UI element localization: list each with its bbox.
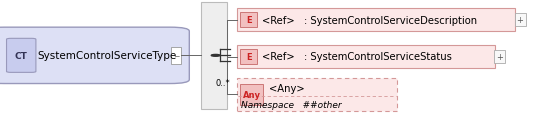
Bar [237,9,515,32]
Text: Any: Any [243,90,261,99]
Bar [237,46,495,68]
Text: <Ref>   : SystemControlServiceDescription: <Ref> : SystemControlServiceDescription [262,16,477,25]
Circle shape [211,55,220,57]
Text: Namespace   ##other: Namespace ##other [241,101,342,109]
Bar [171,47,181,64]
Text: 0..*: 0..* [215,79,230,88]
Bar [240,13,257,28]
Text: <Any>: <Any> [269,83,304,93]
Text: E: E [246,16,251,25]
FancyBboxPatch shape [7,39,36,73]
Bar [237,78,397,111]
Bar [240,50,257,64]
Bar [201,3,227,109]
Bar [515,14,526,27]
Bar [494,51,505,63]
Text: SystemControlServiceType: SystemControlServiceType [37,51,176,61]
Bar [240,84,263,105]
Text: −: − [173,51,180,60]
Text: E: E [246,53,251,61]
Text: CT: CT [15,51,28,60]
FancyBboxPatch shape [0,28,189,84]
Text: +: + [517,16,523,25]
Text: <Ref>   : SystemControlServiceStatus: <Ref> : SystemControlServiceStatus [262,52,452,62]
Text: +: + [497,53,503,61]
